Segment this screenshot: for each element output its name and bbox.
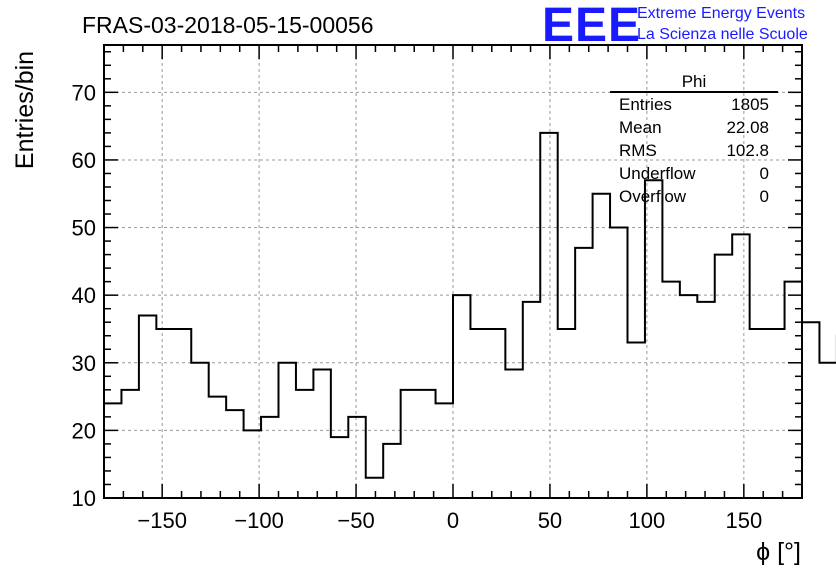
y-tick-label: 30	[72, 351, 96, 376]
stat-value-rms: 102.8	[726, 141, 769, 160]
histogram-bin	[540, 133, 557, 498]
y-tick-label: 70	[72, 80, 96, 105]
histogram-bin	[802, 322, 819, 498]
histogram-bin	[121, 390, 138, 498]
x-tick-label: −150	[137, 508, 187, 533]
stat-value-mean: 22.08	[726, 118, 769, 137]
histogram-bin	[505, 370, 522, 498]
axis-ticks	[104, 45, 802, 499]
histogram-bin	[680, 295, 697, 498]
y-tick-label: 50	[72, 216, 96, 241]
histogram-bin	[575, 248, 592, 498]
histogram-bin	[732, 234, 749, 498]
stat-label-mean: Mean	[619, 118, 662, 137]
x-tick-label: −100	[234, 508, 284, 533]
histogram-bin	[453, 295, 470, 498]
histogram-bin	[436, 403, 453, 498]
histogram-bin	[558, 329, 575, 498]
histogram-bin	[139, 315, 156, 498]
y-tick-label: 40	[72, 283, 96, 308]
stats-box-title: Phi	[682, 72, 707, 91]
histogram-bin	[174, 329, 191, 498]
histogram-bin	[348, 417, 365, 498]
x-tick-label: 50	[538, 508, 562, 533]
x-tick-label: 150	[725, 508, 762, 533]
histogram-bin	[156, 329, 173, 498]
histogram-bin	[331, 437, 348, 498]
histogram-bin	[191, 363, 208, 498]
histogram-bin	[366, 478, 383, 498]
histogram-bin	[261, 417, 278, 498]
stat-value-overflow: 0	[760, 187, 769, 206]
y-tick-label: 20	[72, 418, 96, 443]
chart-title: FRAS-03-2018-05-15-00056	[82, 12, 374, 38]
y-tick-label: 60	[72, 148, 96, 173]
histogram-bin	[401, 390, 418, 498]
histogram-bin	[226, 410, 243, 498]
histogram-bin	[662, 282, 679, 498]
histogram-bin	[313, 370, 330, 498]
stat-label-overflow: Overflow	[619, 187, 687, 206]
logo-line-1: Extreme Energy Events	[637, 5, 805, 22]
grid-lines	[104, 45, 802, 498]
histogram-bin	[697, 302, 714, 498]
stat-value-entries: 1805	[731, 95, 769, 114]
y-tick-label: 10	[72, 486, 96, 511]
x-axis-title: ϕ [°]	[756, 538, 801, 566]
tick-labels: −150 −100 −50 0 50 100 150 10 20 30 40 50 60 70	[72, 80, 763, 533]
y-axis-title: Entries/bin	[11, 51, 39, 169]
histogram-bin	[645, 180, 662, 498]
stats-box: Phi Entries 1805 Mean 22.08 RMS 102.8 Un…	[610, 72, 778, 206]
histogram-bin	[610, 228, 627, 498]
x-tick-label: 0	[447, 508, 459, 533]
histogram-bin	[296, 390, 313, 498]
histogram-bin	[523, 302, 540, 498]
histogram-bin	[209, 397, 226, 498]
x-tick-label: −50	[337, 508, 374, 533]
logo-line-2: La Scienza nelle Scuole	[637, 26, 808, 43]
logo-mark: EEE	[542, 0, 641, 52]
histogram-bin	[628, 342, 645, 498]
histogram-bin	[750, 329, 767, 498]
histogram-bin	[593, 194, 610, 498]
stat-value-underflow: 0	[760, 164, 769, 183]
histogram-bin	[279, 363, 296, 498]
histogram-bin	[819, 363, 836, 498]
histogram-bin	[767, 329, 784, 498]
stat-label-entries: Entries	[619, 95, 672, 114]
histogram-bin	[488, 329, 505, 498]
histogram-bin	[383, 444, 400, 498]
histogram-bin	[418, 390, 435, 498]
x-tick-label: 100	[629, 508, 666, 533]
stat-label-underflow: Underflow	[619, 164, 696, 183]
histogram-outline	[104, 131, 836, 479]
histogram-bin	[715, 255, 732, 498]
eee-logo: EEE Extreme Energy Events La Scienza nel…	[542, 0, 808, 52]
histogram-bin	[470, 329, 487, 498]
stat-label-rms: RMS	[619, 141, 657, 160]
